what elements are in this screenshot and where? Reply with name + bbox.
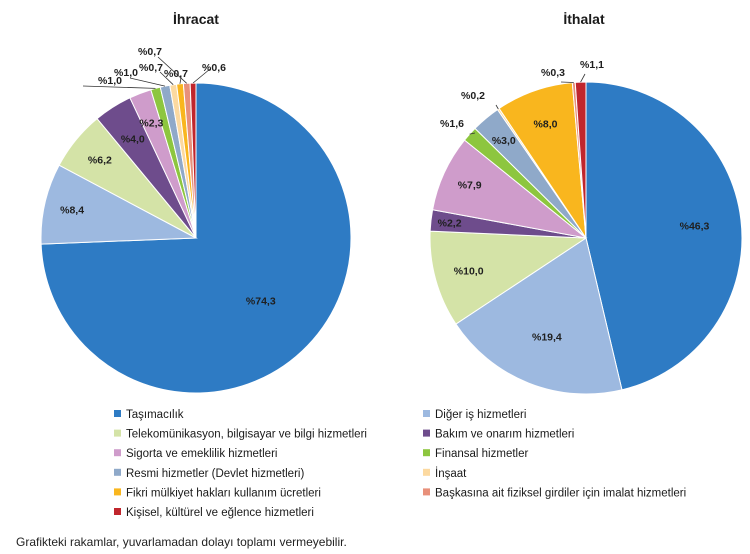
pie-1-label-7: %0,2: [461, 90, 485, 102]
pie-1-slice-2: [429, 230, 588, 325]
pie-1-leader-5: [469, 132, 476, 135]
pie-1-leader-7: [495, 104, 499, 110]
pie-1-label-10: %1,1: [580, 59, 604, 71]
legend-label-4: Sigorta ve emeklilik hizmetleri: [126, 448, 277, 460]
pie-0-leader-6: [129, 77, 166, 87]
legend-label-8: Fikri mülkiyet hakları kullanım ücretler…: [126, 487, 321, 499]
legend-label-0: Taşımacılık: [126, 409, 184, 421]
legend-swatch-9: [423, 488, 430, 496]
pie-0-label-3: %4,0: [121, 134, 145, 146]
pie-0-label-0: %74,3: [246, 295, 276, 307]
pie-0-label-5: %1,0: [98, 75, 122, 87]
pie-1-label-8: %8,0: [534, 118, 558, 130]
pie-1-leader-10: [580, 73, 586, 83]
pie-0-label-1: %8,4: [60, 205, 84, 217]
legend-label-1: Diğer iş hizmetleri: [435, 409, 526, 421]
pie-1-label-4: %7,9: [458, 180, 482, 192]
pie-1-slice-0: [585, 81, 743, 391]
pie-1-label-9: %0,3: [541, 67, 565, 79]
pie-0-slice-10: [189, 82, 197, 239]
legend-label-2: Telekomünikasyon, bilgisayar ve bilgi hi…: [126, 429, 367, 441]
pie-1-label-6: %3,0: [492, 135, 516, 147]
pie-1-label-1: %19,4: [532, 332, 562, 344]
legend-swatch-0: [114, 410, 121, 417]
legend-label-5: Finansal hizmetler: [435, 448, 528, 460]
pie-0-leader-10: [192, 68, 211, 84]
pie-ithalat: İthalat %46,3 %19,4 %10,0 %2,2 %7,9 %1,6 %3,0 %0…: [429, 11, 743, 395]
legend-swatch-7: [423, 468, 430, 476]
pie-title-1: İthalat: [563, 11, 605, 27]
pie-0-label-6: %1,0: [114, 67, 138, 79]
chart-area: İhracat%74,3%8,4%6,2%4,0%2,3%1,0%1,0 %0,7…: [40, 11, 743, 519]
legend-swatch-4: [114, 449, 121, 457]
pie-1-leader-9: [560, 81, 574, 83]
legend-label-3: Bakım ve onarım hizmetleri: [435, 429, 574, 441]
pie-1-label-2: %10,0: [454, 266, 484, 278]
pie-1-label-0: %46,3: [680, 220, 710, 232]
pie-0-label-10: %0,6: [202, 62, 226, 74]
pie-title-0: İhracat: [173, 11, 219, 27]
legend-swatch-6: [114, 468, 121, 476]
pie-1-slice-1: [455, 237, 623, 395]
legend-swatch-5: [423, 449, 430, 457]
pie-1-label-3: %2,2: [438, 218, 462, 230]
pie-0-leader-8: [179, 77, 182, 84]
pie-0-leader-9: [157, 56, 187, 84]
legend-label-10: Kişisel, kültürel ve eğlence hizmetleri: [126, 507, 314, 519]
pie-0-label-9: %0,7: [138, 46, 162, 58]
legend-label-9: Başkasına ait fiziksel girdiler için ima…: [435, 487, 686, 499]
pie-ihracat: İhracat%74,3%8,4%6,2%4,0%2,3%1,0%1,0 %0,7…: [40, 11, 352, 394]
pie-0-label-2: %6,2: [88, 155, 112, 167]
legend: Taşımacılık Diğer iş hizmetleri Telekomüni…: [114, 409, 686, 519]
pie-0-leader-7: [159, 71, 174, 85]
pie-0-label-7: %0,7: [139, 62, 163, 74]
pie-0-leader-5: [82, 85, 156, 89]
legend-swatch-1: [423, 410, 430, 417]
pie-1-label-5: %1,6: [440, 118, 464, 130]
legend-label-7: İnşaat: [435, 467, 467, 480]
legend-swatch-8: [114, 488, 121, 496]
legend-label-6: Resmi hizmetler (Devlet hizmetleri): [126, 468, 304, 480]
legend-swatch-10: [114, 508, 121, 515]
legend-swatch-3: [423, 429, 430, 437]
legend-swatch-2: [114, 429, 121, 437]
footnote: Grafikteki rakamlar, yuvarlamadan dolayı…: [16, 535, 347, 549]
pie-0-label-4: %2,3: [139, 117, 163, 129]
